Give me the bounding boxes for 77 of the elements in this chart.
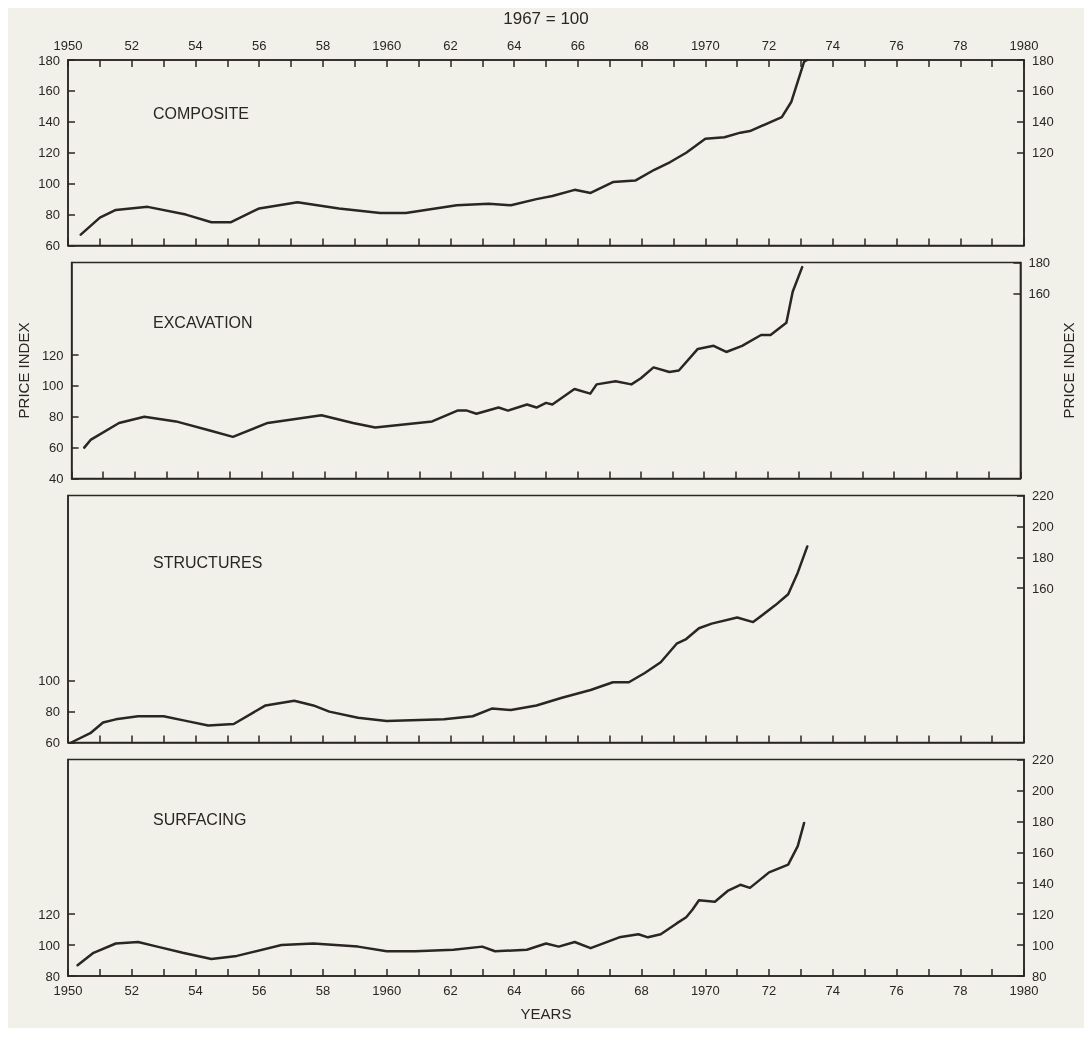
x-tick-label: 74 (825, 983, 841, 998)
y2-axis-title: PRICE INDEX (1060, 322, 1077, 419)
x-tick-label: 1950 (53, 983, 83, 998)
y2-tick-label: 160 (1032, 83, 1054, 99)
x2-tick-label: 1950 (53, 38, 83, 53)
y2-tick-label: 180 (1032, 52, 1054, 68)
y-tick-label: 100 (38, 176, 60, 192)
text: STRUCTURES (153, 554, 263, 572)
y-tick-label: 120 (38, 906, 60, 922)
y2-tick-label: 140 (1032, 875, 1054, 891)
x-tick-label: 66 (570, 983, 586, 998)
y-tick-label: 80 (45, 704, 60, 720)
x2-tick-label: 76 (889, 38, 904, 53)
y-tick-label: 60 (49, 440, 64, 456)
x2-tick-label: 74 (825, 38, 841, 53)
y-tick-label: 100 (38, 937, 60, 953)
x-tick-label: 1970 (690, 983, 720, 998)
x2-tick-label: 64 (506, 38, 522, 53)
y2-tick-label: 100 (1032, 937, 1054, 953)
x2-tick-label: 56 (251, 38, 267, 53)
y2-tick-label: 160 (1032, 844, 1054, 860)
text: 1967 = 100 (503, 9, 589, 28)
x2-tick-label: 1980 (1009, 38, 1039, 53)
x-tick-label: 78 (953, 983, 968, 998)
x-tick-label: 56 (251, 983, 267, 998)
y-tick-label: 60 (45, 238, 60, 253)
x-tick-label: 72 (761, 983, 777, 998)
y2-tick-label: 160 (1032, 580, 1054, 596)
x2-tick-label: 54 (188, 38, 203, 53)
y-tick-label: 140 (38, 114, 60, 130)
x-tick-label: 76 (889, 983, 904, 998)
x2-tick-label: 72 (761, 38, 777, 53)
x-tick-label: 58 (315, 983, 331, 998)
y-tick-label: 100 (38, 673, 60, 689)
y-tick-label: 180 (38, 52, 60, 68)
x-tick-label: 62 (443, 983, 458, 998)
x2-tick-label: 52 (124, 38, 139, 53)
y-tick-label: 160 (38, 83, 60, 99)
y-tick-label: 100 (41, 378, 64, 394)
y2-tick-label: 200 (1032, 782, 1054, 798)
x-tick-label: 1980 (1009, 983, 1039, 998)
y2-tick-label: 220 (1032, 752, 1054, 767)
y-tick-label: 120 (38, 145, 60, 161)
x2-tick-label: 66 (570, 38, 586, 53)
x-tick-label: 68 (634, 983, 649, 998)
y2-tick-label: 220 (1032, 488, 1054, 503)
x2-tick-label: 58 (315, 38, 331, 53)
y-tick-label: 40 (49, 471, 64, 486)
y-axis-title: PRICE INDEX (15, 322, 32, 419)
x-tick-label: 1960 (372, 983, 402, 998)
y2-tick-label: 180 (1028, 255, 1051, 270)
y-tick-label: 60 (45, 735, 60, 750)
y2-tick-label: 80 (1032, 968, 1047, 984)
line-series (82, 265, 804, 449)
y2-tick-label: 180 (1032, 549, 1054, 565)
x-tick-label: 52 (124, 983, 139, 998)
text: EXCAVATION (153, 314, 253, 332)
text: COMPOSITE (153, 105, 250, 123)
x2-tick-label: 1960 (372, 38, 402, 53)
x2-tick-label: 68 (634, 38, 649, 53)
y2-tick-label: 200 (1032, 518, 1054, 534)
x2-tick-label: 78 (953, 38, 968, 53)
y2-tick-label: 160 (1028, 285, 1051, 301)
y2-tick-label: 120 (1032, 145, 1054, 161)
y-tick-label: 80 (49, 409, 64, 425)
y2-tick-label: 140 (1032, 114, 1054, 130)
x-tick-label: 64 (506, 983, 522, 998)
y-tick-label: 80 (45, 207, 60, 223)
text: SURFACING (153, 811, 247, 829)
y2-tick-label: 180 (1032, 813, 1054, 829)
x-tick-label: 54 (188, 983, 203, 998)
x2-tick-label: 1970 (690, 38, 720, 53)
x-axis-title: YEARS (520, 1005, 572, 1022)
y2-tick-label: 120 (1032, 906, 1054, 922)
y-tick-label: 80 (45, 968, 60, 984)
x2-tick-label: 62 (443, 38, 458, 53)
y-tick-label: 120 (41, 347, 64, 363)
